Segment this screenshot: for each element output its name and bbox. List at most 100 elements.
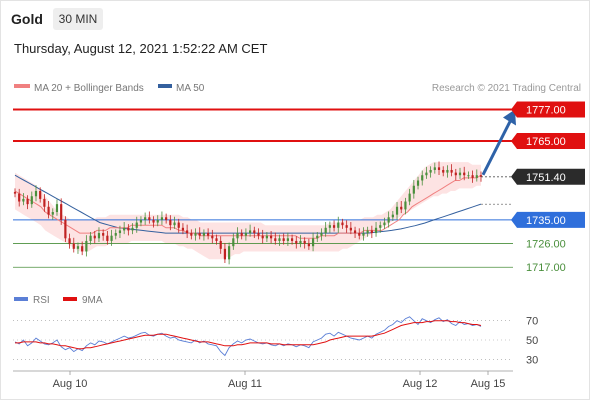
candle-body: [391, 214, 394, 218]
candles: [13, 161, 483, 265]
x-tick-label: Aug 11: [228, 378, 262, 390]
candle-body: [471, 175, 474, 178]
candle-body: [437, 167, 441, 170]
candle-body: [433, 167, 436, 170]
candle-body: [299, 240, 302, 244]
candle-body: [412, 185, 415, 194]
candle-body: [118, 230, 122, 234]
candle-body: [479, 175, 483, 177]
candle-body: [211, 235, 214, 239]
candle-body: [194, 233, 197, 236]
candle-body: [274, 238, 277, 241]
candle-body: [395, 206, 399, 215]
candle-body: [223, 248, 227, 260]
candle-body: [215, 238, 218, 241]
candle-body: [135, 222, 138, 228]
candle-body: [22, 198, 25, 202]
rsi-tick-label: 30: [526, 354, 538, 366]
candle-body: [219, 240, 222, 249]
candle-body: [114, 233, 117, 236]
candle-body: [148, 217, 151, 220]
candle-body: [106, 235, 109, 241]
candle-body: [269, 235, 273, 239]
candle-body: [43, 198, 46, 207]
candle-body: [324, 227, 327, 234]
candle-body: [475, 175, 478, 178]
candle-body: [450, 169, 453, 173]
credit-text: Research © 2021 Trading Central: [432, 83, 581, 94]
candle-body: [425, 172, 428, 176]
price-levels: [13, 108, 513, 268]
candle-body: [26, 198, 29, 205]
rsi-legend-label: RSI: [33, 295, 50, 306]
candle-body: [152, 219, 155, 223]
candle-body: [55, 204, 59, 213]
candle-body: [13, 192, 17, 194]
candle-body: [446, 169, 449, 173]
rsi-panel: 70 50 30: [13, 316, 538, 366]
candle-body: [337, 222, 340, 228]
level-tag-label: 1777.00: [526, 105, 566, 117]
x-tick-label: Aug 10: [53, 378, 88, 390]
moving-averages: [14, 174, 513, 239]
forecast-arrow-shaft: [481, 120, 512, 176]
candle-body: [379, 225, 382, 228]
candle-body: [97, 233, 101, 239]
candle-body: [307, 243, 310, 247]
candle-body: [311, 238, 315, 247]
candle-body: [404, 201, 407, 210]
candle-body: [156, 219, 159, 223]
candle-body: [467, 175, 470, 177]
level-tag-0: [511, 101, 585, 118]
candle-body: [123, 227, 126, 231]
ma9-legend-swatch: [63, 297, 77, 301]
ma20-legend-swatch: [14, 84, 30, 88]
candle-body: [454, 172, 457, 176]
level-tag-label: 1735.00: [526, 215, 566, 227]
candle-body: [328, 225, 331, 228]
candle-body: [345, 225, 348, 228]
candle-body: [400, 206, 403, 210]
candle-body: [416, 180, 420, 186]
candle-body: [207, 233, 210, 236]
candle-body: [295, 240, 298, 244]
candle-body: [60, 204, 63, 220]
level-tag-1: [511, 133, 585, 150]
candle-body: [127, 227, 130, 231]
candle-body: [358, 233, 361, 236]
candle-body: [64, 219, 67, 239]
candle-body: [102, 233, 105, 236]
candle-body: [18, 193, 21, 202]
x-axis: Aug 10 Aug 11 Aug 12 Aug 15: [13, 370, 513, 390]
candle-body: [341, 222, 344, 226]
bollinger-band: [15, 162, 481, 260]
candle-body: [177, 222, 180, 228]
candle-body: [139, 219, 143, 223]
candle-body: [186, 230, 189, 234]
candle-body: [181, 227, 185, 231]
candle-body: [198, 233, 201, 236]
candle-body: [68, 238, 71, 244]
candle-body: [290, 238, 294, 241]
candle-body: [76, 246, 80, 249]
candle-body: [463, 172, 466, 176]
symbol-title: Gold: [11, 11, 43, 27]
timeframe-button[interactable]: 30 MIN: [53, 8, 103, 30]
candle-body: [202, 233, 206, 236]
candle-body: [286, 238, 289, 241]
candle-body: [265, 235, 268, 239]
candle-body: [85, 240, 88, 252]
candle-body: [228, 246, 231, 260]
candle-body: [34, 191, 38, 197]
candle-body: [366, 230, 369, 234]
candle-body: [429, 169, 432, 173]
ma9-legend-label: 9MA: [82, 295, 103, 306]
candle-body: [248, 230, 252, 234]
forecast-arrow: [481, 109, 516, 176]
candle-body: [131, 227, 134, 231]
candle-body: [278, 238, 281, 241]
candle-body: [232, 238, 235, 247]
level-tag-label: 1726.00: [526, 239, 566, 251]
